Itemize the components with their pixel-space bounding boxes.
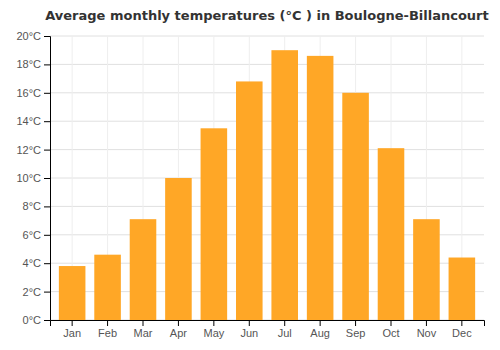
axis-line (44, 37, 51, 321)
tick-label: Feb (98, 327, 117, 339)
tick-label: 14°C (16, 115, 41, 127)
bar (307, 56, 334, 320)
grid-line (50, 121, 484, 122)
tick-mark (44, 292, 50, 293)
tick-mark (72, 320, 73, 326)
grid-line (50, 206, 484, 207)
tick: 4°C (23, 257, 50, 269)
tick-mark (44, 121, 50, 122)
y-axis: 0°C 2°C 4°C 6°C 8°C 10°C 12°C 14°C 16°C 18°C 20°C (16, 30, 50, 326)
bars (59, 50, 475, 320)
tick: 18°C (16, 58, 50, 70)
grid-line (50, 149, 484, 150)
bar (59, 266, 86, 320)
tick-label: Dec (452, 327, 472, 339)
tick-label: 16°C (16, 87, 41, 99)
grid-line (50, 64, 484, 65)
plot: Jan Feb Mar Apr May Jun Jul Aug Sep Oct Nov Dec 0°C 2… (16, 30, 484, 339)
tick-label: May (203, 327, 224, 339)
tick-label: Aug (310, 327, 330, 339)
tick-label: 2°C (23, 286, 42, 298)
tick: 8°C (23, 200, 50, 212)
tick-mark (391, 320, 392, 326)
tick: Dec (452, 320, 472, 339)
tick-label: Apr (170, 327, 187, 339)
tick-label: 8°C (23, 200, 42, 212)
tick: Sep (346, 320, 366, 339)
tick: Aug (310, 320, 330, 339)
bar (378, 148, 405, 320)
tick-label: Nov (417, 327, 437, 339)
tick-mark (249, 320, 250, 326)
tick-label: 20°C (16, 30, 41, 42)
bar (449, 258, 476, 320)
tick: Jun (240, 320, 258, 339)
tick-mark (426, 320, 427, 326)
grid (50, 36, 484, 320)
tick: 10°C (16, 172, 50, 184)
chart: Jan Feb Mar Apr May Jun Jul Aug Sep Oct Nov Dec 0°C 2… (0, 0, 500, 350)
tick-mark (178, 320, 179, 326)
tick-label: Jan (63, 327, 81, 339)
tick: 12°C (16, 144, 50, 156)
tick-label: 6°C (23, 229, 42, 241)
tick-mark (44, 64, 50, 65)
tick-mark (44, 263, 50, 264)
tick: 2°C (23, 286, 50, 298)
tick-label: 18°C (16, 58, 41, 70)
tick-mark (44, 206, 50, 207)
tick-label: Sep (346, 327, 366, 339)
tick-mark (213, 320, 214, 326)
bar (271, 50, 298, 320)
tick-mark (143, 320, 144, 326)
bar (165, 178, 192, 320)
bar (201, 128, 228, 320)
tick: Apr (170, 320, 187, 339)
bar (94, 255, 121, 320)
tick-label: 10°C (16, 172, 41, 184)
tick-mark (44, 93, 50, 94)
tick-label: 0°C (23, 314, 42, 326)
tick: Oct (382, 320, 399, 339)
tick: 6°C (23, 229, 50, 241)
title: Average monthly temperatures (°C ) in Bo… (45, 8, 489, 23)
tick-mark (44, 36, 50, 37)
tick-label: Oct (382, 327, 399, 339)
tick-label: Mar (134, 327, 153, 339)
tick-mark (44, 320, 50, 321)
tick: Nov (417, 320, 437, 339)
x-axis: Jan Feb Mar Apr May Jun Jul Aug Sep Oct Nov Dec (51, 320, 485, 339)
bar (342, 93, 369, 320)
grid-line (50, 178, 484, 179)
axis-line (51, 321, 485, 327)
tick-label: 12°C (16, 144, 41, 156)
tick-label: Jun (240, 327, 258, 339)
tick-mark (44, 178, 50, 179)
tick-mark (461, 320, 462, 326)
tick: 0°C (23, 314, 50, 326)
tick: Feb (98, 320, 117, 339)
tick: May (203, 320, 224, 339)
tick-mark (44, 150, 50, 151)
tick: 20°C (16, 30, 50, 42)
bar (130, 219, 157, 320)
tick-mark (44, 235, 50, 236)
grid-line (50, 36, 484, 37)
tick: 16°C (16, 87, 50, 99)
tick: Mar (134, 320, 153, 339)
tick-label: 4°C (23, 257, 42, 269)
tick-mark (284, 320, 285, 326)
grid-line (50, 92, 484, 93)
tick-mark (107, 320, 108, 326)
tick-mark (355, 320, 356, 326)
bar (236, 81, 263, 320)
tick: Jan (63, 320, 81, 339)
bar (413, 219, 440, 320)
tick-mark (320, 320, 321, 326)
tick: 14°C (16, 115, 50, 127)
tick-label: Jul (278, 327, 292, 339)
tick: Jul (278, 320, 292, 339)
